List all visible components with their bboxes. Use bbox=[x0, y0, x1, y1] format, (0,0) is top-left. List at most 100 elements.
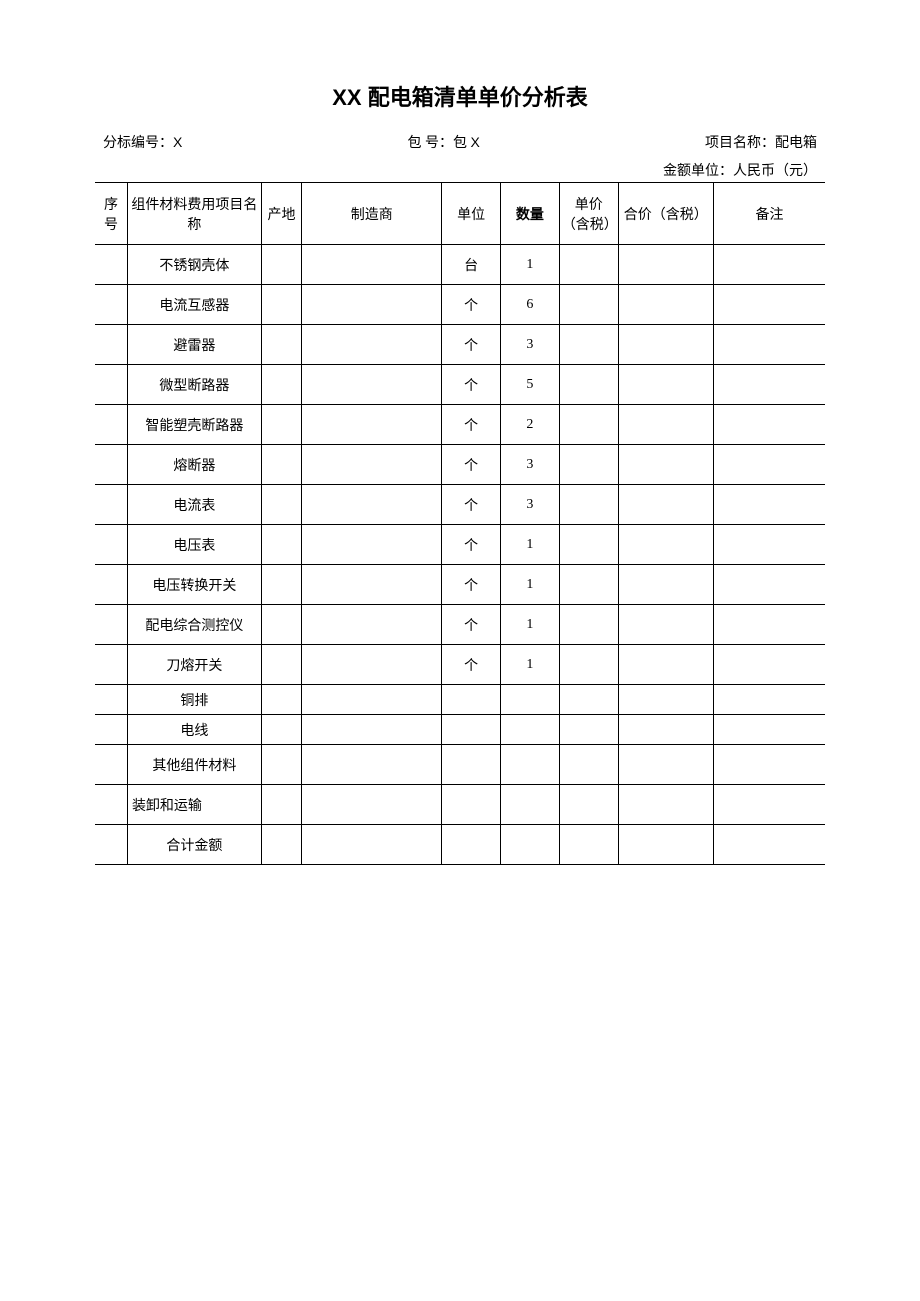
cell-total bbox=[618, 365, 713, 405]
cell-name: 其他组件材料 bbox=[127, 745, 261, 785]
col-qty: 数量 bbox=[501, 183, 560, 245]
cell-unit bbox=[442, 785, 501, 825]
cell-qty: 1 bbox=[501, 245, 560, 285]
cell-unit: 个 bbox=[442, 365, 501, 405]
cell-seq bbox=[95, 285, 127, 325]
cell-unit: 个 bbox=[442, 485, 501, 525]
table-row: 装卸和运输 bbox=[95, 785, 825, 825]
cell-qty: 3 bbox=[501, 325, 560, 365]
cell-unit bbox=[442, 685, 501, 715]
cell-total bbox=[618, 445, 713, 485]
cell-price bbox=[559, 785, 618, 825]
pkg-label: 包 号：包 bbox=[408, 136, 471, 151]
cell-unit: 个 bbox=[442, 605, 501, 645]
cell-mfr bbox=[302, 525, 442, 565]
cell-price bbox=[559, 825, 618, 865]
cell-seq bbox=[95, 605, 127, 645]
cell-total bbox=[618, 525, 713, 565]
cell-name: 避雷器 bbox=[127, 325, 261, 365]
cell-unit bbox=[442, 745, 501, 785]
cell-origin bbox=[261, 605, 302, 645]
cell-remark bbox=[713, 245, 825, 285]
cell-remark bbox=[713, 445, 825, 485]
cell-remark bbox=[713, 405, 825, 445]
cell-total bbox=[618, 605, 713, 645]
cell-total bbox=[618, 285, 713, 325]
price-table: 序号 组件材料费用项目名称 产地 制造商 单位 数量 单价（含税） 合价（含税）… bbox=[95, 182, 825, 865]
cell-price bbox=[559, 685, 618, 715]
col-seq: 序号 bbox=[95, 183, 127, 245]
table-row: 配电综合测控仪个1 bbox=[95, 605, 825, 645]
proj-label: 项目名称：配电箱 bbox=[705, 136, 817, 151]
cell-seq bbox=[95, 365, 127, 405]
bid-value: X bbox=[173, 134, 182, 150]
cell-price bbox=[559, 525, 618, 565]
cell-total bbox=[618, 645, 713, 685]
table-row: 电压转换开关个1 bbox=[95, 565, 825, 605]
package-number: 包 号：包 X bbox=[408, 132, 480, 152]
cell-name: 刀熔开关 bbox=[127, 645, 261, 685]
cell-origin bbox=[261, 285, 302, 325]
table-row: 智能塑壳断路器个2 bbox=[95, 405, 825, 445]
cell-seq bbox=[95, 245, 127, 285]
cell-origin bbox=[261, 485, 302, 525]
cell-qty: 2 bbox=[501, 405, 560, 445]
cell-qty: 6 bbox=[501, 285, 560, 325]
cell-origin bbox=[261, 445, 302, 485]
cell-remark bbox=[713, 285, 825, 325]
cell-mfr bbox=[302, 245, 442, 285]
title-prefix: XX bbox=[332, 85, 361, 110]
project-name: 项目名称：配电箱 bbox=[705, 132, 817, 152]
cell-remark bbox=[713, 485, 825, 525]
cell-qty: 1 bbox=[501, 565, 560, 605]
cell-origin bbox=[261, 645, 302, 685]
col-price: 单价（含税） bbox=[559, 183, 618, 245]
cell-unit bbox=[442, 715, 501, 745]
cell-mfr bbox=[302, 285, 442, 325]
cell-qty bbox=[501, 745, 560, 785]
cell-origin bbox=[261, 325, 302, 365]
cell-qty bbox=[501, 785, 560, 825]
cell-qty: 1 bbox=[501, 605, 560, 645]
cell-mfr bbox=[302, 645, 442, 685]
cell-origin bbox=[261, 245, 302, 285]
cell-remark bbox=[713, 525, 825, 565]
cell-mfr bbox=[302, 745, 442, 785]
cell-unit: 个 bbox=[442, 285, 501, 325]
cell-origin bbox=[261, 685, 302, 715]
cell-price bbox=[559, 605, 618, 645]
cell-qty: 1 bbox=[501, 645, 560, 685]
cell-origin bbox=[261, 785, 302, 825]
table-row: 熔断器个3 bbox=[95, 445, 825, 485]
cell-mfr bbox=[302, 715, 442, 745]
cell-origin bbox=[261, 825, 302, 865]
cell-price bbox=[559, 645, 618, 685]
title-main: 配电箱清单单价分析表 bbox=[362, 85, 588, 110]
table-row: 合计金额 bbox=[95, 825, 825, 865]
cell-qty: 3 bbox=[501, 485, 560, 525]
cell-remark bbox=[713, 785, 825, 825]
cell-price bbox=[559, 245, 618, 285]
cell-price bbox=[559, 485, 618, 525]
cell-total bbox=[618, 825, 713, 865]
cell-mfr bbox=[302, 445, 442, 485]
meta-row: 分标编号：X 包 号：包 X 项目名称：配电箱 bbox=[95, 132, 825, 152]
cell-origin bbox=[261, 405, 302, 445]
cell-total bbox=[618, 325, 713, 365]
cell-mfr bbox=[302, 405, 442, 445]
cell-name: 熔断器 bbox=[127, 445, 261, 485]
table-row: 电流表个3 bbox=[95, 485, 825, 525]
cell-total bbox=[618, 405, 713, 445]
cell-remark bbox=[713, 605, 825, 645]
table-body: 不锈钢壳体台1电流互感器个6避雷器个3微型断路器个5智能塑壳断路器个2熔断器个3… bbox=[95, 245, 825, 865]
cell-price bbox=[559, 365, 618, 405]
cell-mfr bbox=[302, 565, 442, 605]
cell-remark bbox=[713, 715, 825, 745]
cell-unit bbox=[442, 825, 501, 865]
cell-origin bbox=[261, 715, 302, 745]
cell-seq bbox=[95, 645, 127, 685]
cell-mfr bbox=[302, 485, 442, 525]
cell-unit: 个 bbox=[442, 405, 501, 445]
col-name: 组件材料费用项目名称 bbox=[127, 183, 261, 245]
cell-mfr bbox=[302, 605, 442, 645]
